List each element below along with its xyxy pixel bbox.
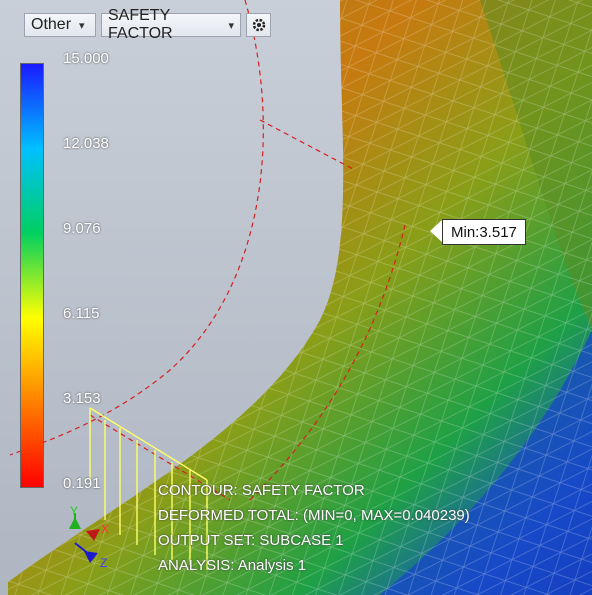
- output-set-info: OUTPUT SET: SUBCASE 1: [158, 532, 344, 549]
- x-axis-label: X: [101, 522, 109, 536]
- chevron-down-icon: ▾: [79, 19, 85, 32]
- contour-legend-bar: [20, 63, 44, 488]
- analysis-info: ANALYSIS: Analysis 1: [158, 557, 307, 574]
- x-axis-arrow-icon: [86, 529, 100, 541]
- legend-label: 3.153: [63, 390, 101, 407]
- view-dropdown[interactable]: Other ▾: [24, 13, 96, 37]
- y-axis-arrow-icon: [69, 517, 81, 529]
- z-axis-arrow-icon: [84, 551, 98, 563]
- view-dropdown-value: Other: [31, 16, 72, 33]
- settings-button[interactable]: [246, 13, 271, 37]
- contour-info: CONTOUR: SAFETY FACTOR: [158, 482, 365, 499]
- legend-label: 6.115: [63, 305, 100, 322]
- deformed-info: DEFORMED TOTAL: (MIN=0, MAX=0.040239): [158, 507, 470, 524]
- gear-icon: [252, 18, 265, 32]
- chevron-down-icon: ▾: [228, 19, 234, 32]
- y-axis-label: Y: [70, 505, 78, 518]
- axis-triad: Y X Z: [60, 504, 120, 575]
- legend-label: 12.038: [63, 135, 109, 152]
- legend-label: 9.076: [63, 220, 101, 237]
- z-axis-label: Z: [100, 556, 107, 570]
- min-value-label: Min:3.517: [442, 219, 526, 245]
- result-type-value: SAFETY FACTOR: [108, 7, 173, 42]
- legend-label-max: 15.000: [63, 50, 109, 67]
- result-type-dropdown[interactable]: SAFETY FACTOR ▾: [101, 7, 241, 42]
- callout-pointer: [430, 219, 443, 243]
- results-toolbar: Other ▾ SAFETY FACTOR ▾: [24, 7, 271, 42]
- legend-label-min: 0.191: [63, 475, 101, 492]
